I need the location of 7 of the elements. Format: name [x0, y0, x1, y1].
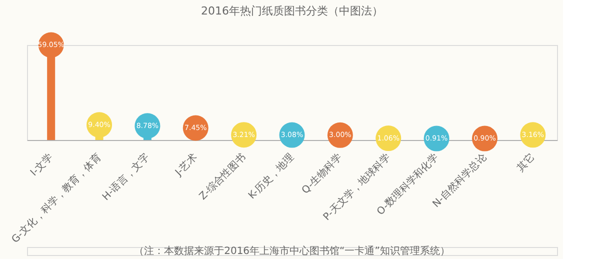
x-tick-label: K-历史，地理	[246, 151, 296, 202]
x-tick-label: Q-生物科学	[299, 151, 344, 196]
x-tick-label: H-语言，文字	[100, 151, 152, 203]
x-tick-label: I-文学	[28, 151, 56, 179]
x-tick-label: 其它	[514, 151, 538, 174]
text: （注：本数据来源于2016年上海市中心图书馆“一卡通”知识管理系统）	[134, 245, 450, 257]
chart-title: 2016年热门纸质图书分类（中图法）	[201, 4, 383, 18]
